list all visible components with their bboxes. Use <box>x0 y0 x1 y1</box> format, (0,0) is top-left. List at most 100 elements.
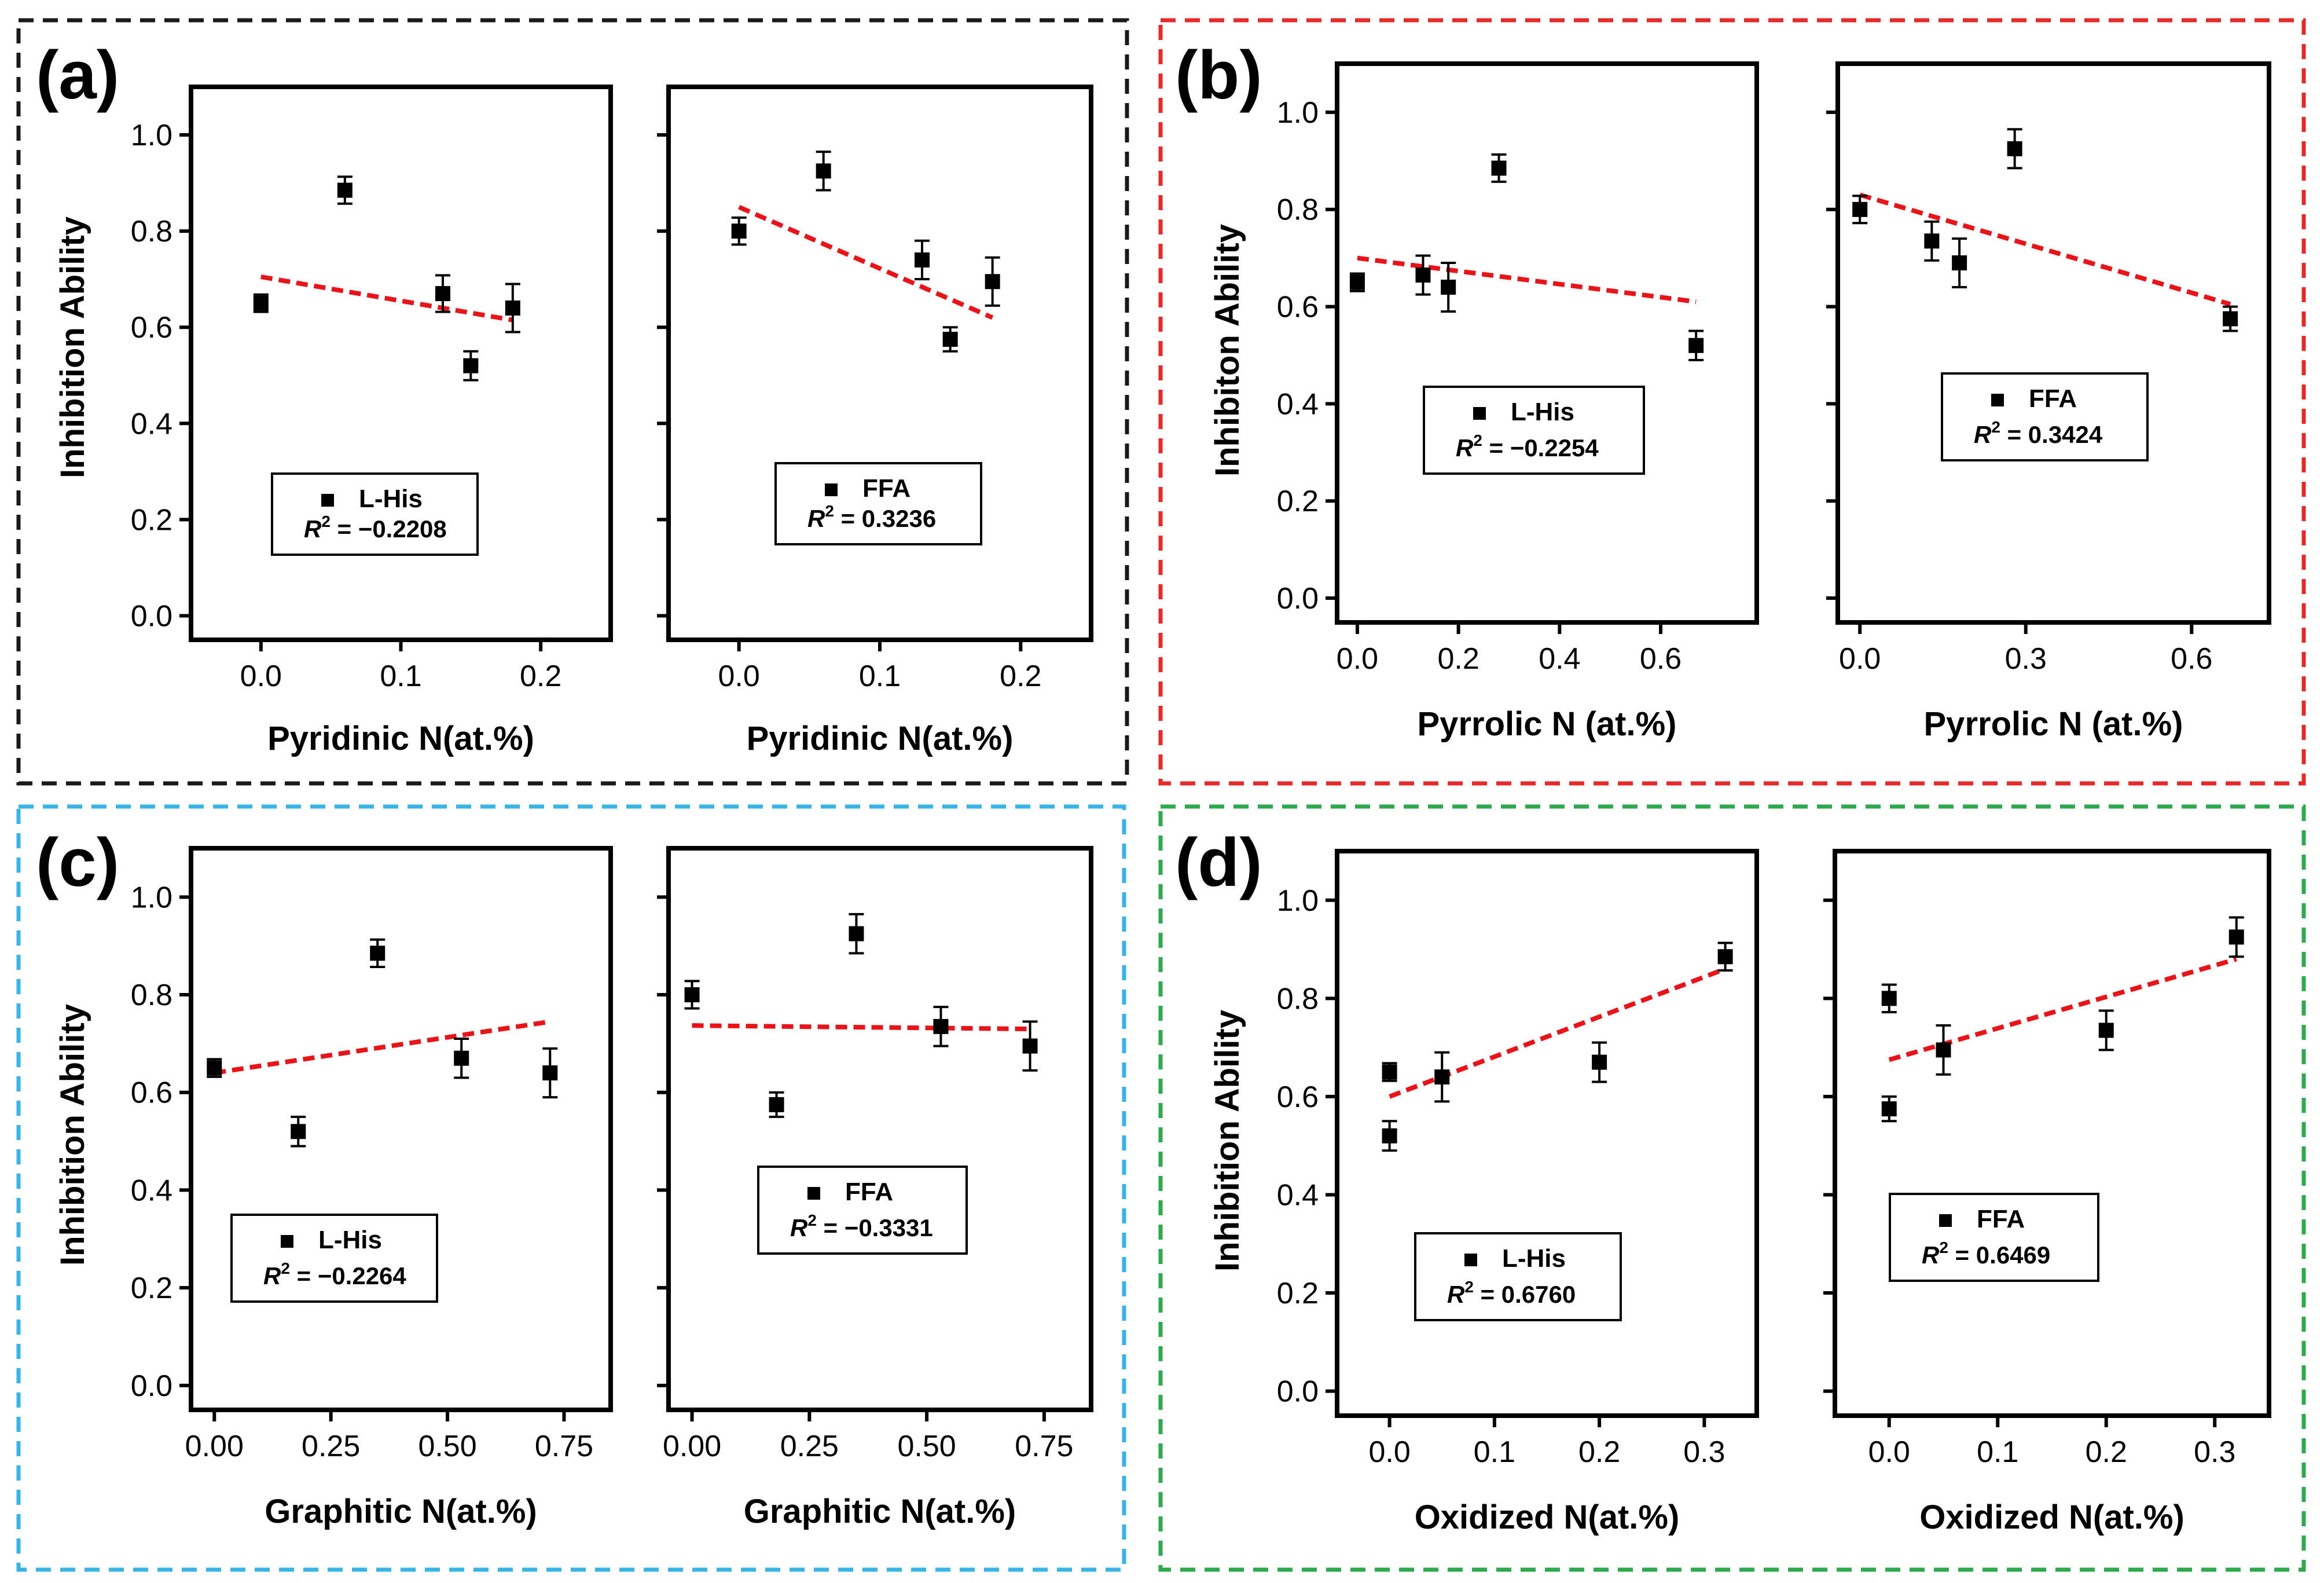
panel-d-ylabel: Inhibition Ability <box>1209 1010 1246 1271</box>
d-ffa-legend: FFA R2 = 0.6469 <box>1889 1193 2099 1282</box>
d-lhis-xtick-label: 0.0 <box>1368 1435 1410 1469</box>
d-lhis-point-3 <box>1592 1041 1607 1083</box>
d-ffa-point-3 <box>2098 1009 2114 1051</box>
c-ffa-data-point <box>1022 1038 1038 1054</box>
d-lhis-point-4 <box>1717 941 1733 972</box>
b-ffa-xtick-label: 0.3 <box>2005 642 2047 676</box>
a-ffa-xtick-label: 0.1 <box>859 659 901 693</box>
c-lhis-fit-line <box>214 1019 550 1075</box>
panel-a-ylabel: Inhibition Ability <box>54 217 91 478</box>
b-lhis-point-4 <box>1688 329 1704 361</box>
a-ffa-legend-r2: R2 = 0.3236 <box>807 502 936 532</box>
a-lhis-legend-box <box>271 472 479 556</box>
c-lhis-ytick-label: 0.0 <box>131 1369 172 1403</box>
c-ffa-data-point <box>684 987 700 1003</box>
a-lhis-data-point <box>435 286 450 302</box>
a-ffa-data-point <box>942 331 958 347</box>
b-ffa-data-point <box>2223 311 2238 327</box>
c-lhis-point-3 <box>454 1037 469 1079</box>
c-lhis-point-4 <box>542 1047 558 1099</box>
c-lhis-point-0 <box>207 1058 222 1078</box>
a-lhis-point-1 <box>337 175 353 205</box>
c-lhis-xlabel: Graphitic N(at.%) <box>265 1493 537 1530</box>
b-lhis-fit-line <box>1357 255 1697 305</box>
b-ffa-legend-marker <box>1991 394 2004 406</box>
d-lhis-ytick-label: 0.4 <box>1277 1178 1319 1212</box>
a-lhis-point-0 <box>253 293 269 313</box>
b-lhis-legend-label: L-His <box>1511 398 1574 426</box>
c-lhis-ytick-label: 0.4 <box>131 1174 172 1207</box>
c-lhis-legend-marker <box>281 1235 293 1248</box>
c-lhis-legend-label: L-His <box>318 1226 382 1254</box>
c-lhis-xtick-label: 0.75 <box>535 1430 593 1463</box>
a-lhis-legend-r2: R2 = −0.2208 <box>304 512 447 543</box>
c-ffa-xtick-label: 0.00 <box>663 1430 721 1463</box>
panel-a-lhis-plot: 0.0 0.2 0.4 0.6 0.8 1.0 0.0 0.1 0.2 Pyridinic N(a… <box>131 85 613 757</box>
b-ffa-data-point <box>1852 201 1868 217</box>
panel-c-letter: (c) <box>36 825 119 901</box>
d-lhis-xtick-label: 0.2 <box>1578 1435 1620 1469</box>
c-ffa-point-1 <box>769 1091 784 1118</box>
c-ffa-legend-label: FFA <box>845 1178 893 1206</box>
c-ffa-legend-marker <box>807 1187 820 1200</box>
c-lhis-ytick-label: 0.2 <box>131 1271 172 1305</box>
panel-b-lhis-plot: 0.0 0.2 0.4 0.6 0.8 1.0 0.0 0.2 0.4 0.6 Pyrrolic N… <box>1277 61 1759 743</box>
a-ffa-xtick-label: 0.2 <box>1000 659 1041 693</box>
a-ffa-legend-marker <box>825 483 838 496</box>
a-lhis-ytick-label: 1.0 <box>131 119 172 152</box>
b-lhis-data-point <box>1491 160 1507 176</box>
d-lhis-xtick-label: 0.3 <box>1683 1435 1725 1469</box>
c-ffa-fit-line <box>692 1023 1030 1032</box>
d-ffa-xtick-label: 0.3 <box>2194 1435 2235 1469</box>
b-ffa-point-2 <box>1952 237 1967 288</box>
c-ffa-legend-box <box>757 1166 968 1255</box>
d-ffa-data-point <box>2228 929 2244 945</box>
b-ffa-legend-r2: R2 = 0.3424 <box>1974 418 2103 448</box>
b-lhis-data-point <box>1441 280 1456 295</box>
d-lhis-ytick-label: 1.0 <box>1277 884 1319 918</box>
c-lhis-legend-r2: R2 = −0.2264 <box>263 1259 406 1289</box>
d-lhis-data-point <box>1717 949 1733 965</box>
c-ffa-point-3 <box>933 1006 949 1047</box>
panel-c: (c) Inhibition Ability 0.0 0.2 0.4 0.6 0.8 1.… <box>16 804 1126 1572</box>
c-lhis-legend: L-His R2 = −0.2264 <box>230 1214 438 1303</box>
c-lhis-plot-frame <box>189 846 613 1412</box>
panel-b: (b) Inhibiton Ability 0.0 0.2 0.4 0.6 0.8 1.0… <box>1158 18 2306 786</box>
d-lhis-ytick-label: 0.0 <box>1277 1375 1319 1409</box>
d-lhis-data-point <box>1382 1128 1397 1144</box>
d-lhis-legend-label: L-His <box>1502 1244 1566 1273</box>
a-ffa-data-point <box>985 274 1000 290</box>
c-ffa-xtick-label: 0.50 <box>898 1430 956 1463</box>
b-lhis-xtick-label: 0.2 <box>1437 642 1479 676</box>
b-ffa-point-4 <box>2223 305 2238 332</box>
d-ffa-xtick-label: 0.2 <box>2086 1435 2127 1469</box>
c-lhis-xtick-label: 0.00 <box>185 1430 244 1463</box>
a-lhis-legend-label: L-His <box>359 485 423 513</box>
c-ffa-data-point <box>933 1018 949 1034</box>
c-lhis-point-1 <box>291 1115 306 1148</box>
panel-a-letter: (a) <box>36 37 119 113</box>
d-ffa-legend-r2: R2 = 0.6469 <box>1922 1238 2050 1269</box>
d-ffa-point-1 <box>1881 1095 1897 1123</box>
d-lhis-legend-r2: R2 = 0.6760 <box>1447 1278 1576 1308</box>
panel-d-ffa-plot: 0.0 0.1 0.2 0.3 Oxidized N(at.%) FFA R2 = 0.64… <box>1823 849 2271 1536</box>
b-ffa-legend-label: FFA <box>2029 384 2077 413</box>
d-ffa-legend-marker <box>1939 1214 1952 1227</box>
c-ffa-point-2 <box>849 913 864 955</box>
d-lhis-data-point <box>1434 1069 1450 1084</box>
a-ffa-point-2 <box>915 239 930 281</box>
b-lhis-ytick-label: 0.8 <box>1277 193 1319 227</box>
d-lhis-plot-frame <box>1335 849 1759 1418</box>
d-lhis-legend-marker <box>1464 1254 1477 1266</box>
a-lhis-xlabel: Pyridinic N(at.%) <box>267 720 534 757</box>
b-lhis-ytick-label: 1.0 <box>1277 96 1319 130</box>
a-ffa-legend-label: FFA <box>862 474 910 503</box>
d-lhis-xtick-label: 0.1 <box>1474 1435 1515 1469</box>
c-lhis-xtick-label: 0.25 <box>302 1430 360 1463</box>
b-lhis-ytick-label: 0.4 <box>1277 387 1319 421</box>
d-lhis-point-2 <box>1434 1051 1450 1103</box>
